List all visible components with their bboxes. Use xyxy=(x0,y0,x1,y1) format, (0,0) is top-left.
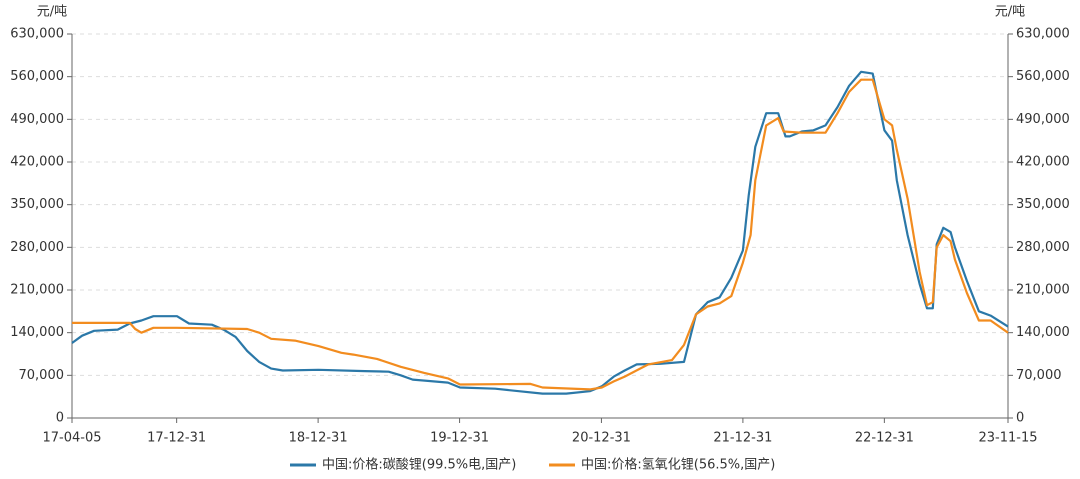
y-tick-label: 630,000 xyxy=(10,27,64,42)
x-tick-label: 22-12-31 xyxy=(855,431,914,446)
y-tick-label: 210,000 xyxy=(10,283,64,298)
series-line xyxy=(71,70,1009,395)
y2-tick-label: 560,000 xyxy=(1016,69,1070,84)
y2-tick-label: 420,000 xyxy=(1016,155,1070,170)
x-tick-label: 20-12-31 xyxy=(572,431,631,446)
y-tick-label: 560,000 xyxy=(10,69,64,84)
y2-tick-label: 490,000 xyxy=(1016,112,1070,127)
y-tick-label: 280,000 xyxy=(10,240,64,255)
y2-tick-label: 210,000 xyxy=(1016,283,1070,298)
y-tick-label: 490,000 xyxy=(10,112,64,127)
y2-axis-label: 元/吨 xyxy=(995,5,1025,20)
y2-tick-label: 280,000 xyxy=(1016,240,1070,255)
y-tick-label: 350,000 xyxy=(10,197,64,212)
x-tick-label: 19-12-31 xyxy=(430,431,489,446)
x-tick-label: 17-12-31 xyxy=(147,431,206,446)
x-tick-label: 23-11-15 xyxy=(978,431,1037,446)
legend-label: 中国:价格:碳酸锂(99.5%电,国产) xyxy=(322,457,516,473)
y2-tick-label: 70,000 xyxy=(1016,368,1062,383)
x-tick-label: 18-12-31 xyxy=(289,431,348,446)
y-tick-label: 140,000 xyxy=(10,325,64,340)
y-tick-label: 70,000 xyxy=(19,368,65,383)
y2-tick-label: 630,000 xyxy=(1016,27,1070,42)
series-line xyxy=(72,78,1009,391)
y-tick-label: 420,000 xyxy=(10,155,64,170)
x-tick-label: 17-04-05 xyxy=(42,431,101,446)
y2-tick-label: 350,000 xyxy=(1016,197,1070,212)
x-tick-label: 21-12-31 xyxy=(713,431,772,446)
y-tick-label: 0 xyxy=(56,411,64,426)
y2-tick-label: 140,000 xyxy=(1016,325,1070,340)
legend-label: 中国:价格:氢氧化锂(56.5%,国产) xyxy=(581,457,775,473)
y2-tick-label: 0 xyxy=(1016,411,1024,426)
y-axis-label: 元/吨 xyxy=(37,5,67,20)
